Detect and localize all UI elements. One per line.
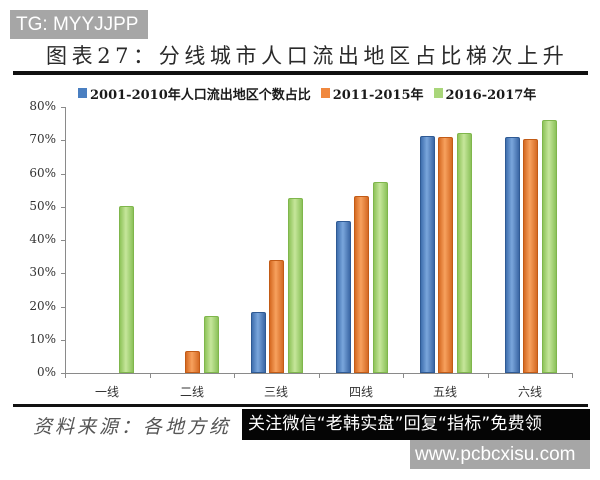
legend-label: 2016-2017年: [445, 87, 537, 103]
y-axis-label: 30%: [29, 265, 56, 279]
x-axis-tick: [65, 373, 66, 378]
y-axis-tick: [61, 107, 65, 108]
url-watermark-badge: www.pcbcxisu.com: [410, 440, 590, 469]
x-axis-label: 五线: [432, 385, 457, 399]
bottom-rule-divider: [13, 404, 588, 407]
bar-四线-series-2: [373, 182, 388, 373]
y-axis-label: 70%: [29, 132, 56, 146]
y-axis-tick: [61, 140, 65, 141]
x-axis-label: 一线: [94, 385, 119, 399]
bar-五线-series-1: [438, 137, 453, 373]
y-axis-label: 50%: [29, 199, 56, 213]
bar-四线-series-0: [336, 221, 351, 373]
y-axis-label: 80%: [29, 99, 56, 113]
x-axis-tick: [572, 373, 573, 378]
legend-label: 2011-2015年: [332, 87, 424, 103]
bar-五线-series-0: [420, 136, 435, 373]
y-axis-tick: [61, 240, 65, 241]
bar-五线-series-2: [457, 133, 472, 373]
figure-title: 图表27：分线城市人口流出地区占比梯次上升: [46, 44, 569, 68]
bar-一线-series-2: [119, 206, 134, 373]
y-axis-tick: [61, 340, 65, 341]
bar-三线-series-2: [288, 198, 303, 373]
x-axis-tick: [488, 373, 489, 378]
top-rule-divider: [13, 71, 588, 75]
bar-三线-series-1: [269, 260, 284, 373]
y-axis-label: 20%: [29, 299, 56, 313]
bar-六线-series-2: [542, 120, 557, 373]
y-axis-label: 60%: [29, 166, 56, 180]
bar-chart: 0% 10% 20% 30% 40% 50% 60% 70% 80% 一线 二线 三线 四线 五线 六线: [29, 99, 573, 399]
y-axis-tick: [61, 373, 65, 374]
legend-swatch-icon: [78, 88, 87, 98]
bar-二线-series-1: [185, 351, 200, 373]
legend-item: 2011-2015年: [320, 84, 424, 103]
legend-item: 2016-2017年: [433, 84, 537, 103]
chart-legend: 2001-2010年人口流出地区个数占比 2011-2015年 2016-2017年: [78, 84, 546, 103]
y-axis-tick: [61, 273, 65, 274]
legend-swatch-icon: [320, 88, 330, 98]
promo-banner: 关注微信“老韩实盘”回复“指标”免费领: [242, 409, 590, 440]
x-axis-line: [65, 373, 572, 374]
x-axis-label: 三线: [263, 385, 288, 399]
x-axis-label: 四线: [348, 385, 373, 399]
bar-三线-series-0: [251, 312, 266, 373]
x-axis-tick: [403, 373, 404, 378]
y-axis-label: 10%: [29, 332, 56, 346]
bar-六线-series-1: [523, 139, 538, 373]
x-axis-tick: [319, 373, 320, 378]
y-axis-label: 40%: [29, 232, 56, 246]
legend-label: 2001-2010年人口流出地区个数占比: [90, 87, 311, 103]
y-axis-tick: [61, 207, 65, 208]
x-axis-label: 六线: [517, 385, 542, 399]
source-note: 资料来源：各地方统: [33, 416, 232, 438]
y-axis-tick: [61, 307, 65, 308]
y-axis-tick: [61, 174, 65, 175]
y-axis-label: 0%: [36, 365, 56, 379]
bar-四线-series-1: [354, 196, 369, 373]
x-axis-label: 二线: [179, 385, 204, 399]
tg-watermark-badge: TG: MYYJJPP: [10, 10, 148, 39]
x-axis-tick: [234, 373, 235, 378]
x-axis-tick: [150, 373, 151, 378]
bar-二线-series-2: [204, 316, 219, 373]
y-axis-line: [65, 107, 66, 374]
bar-六线-series-0: [505, 137, 520, 373]
legend-item: 2001-2010年人口流出地区个数占比: [78, 84, 311, 103]
legend-swatch-icon: [433, 88, 443, 98]
